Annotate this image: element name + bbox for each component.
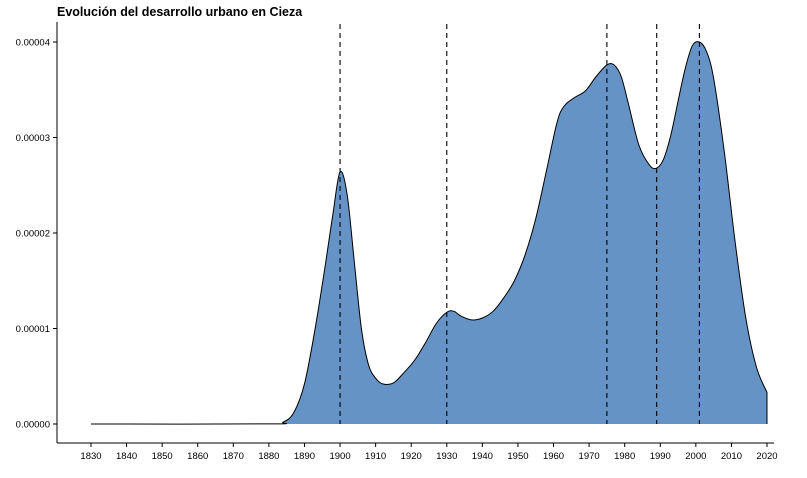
x-tick-label: 2010: [721, 451, 742, 462]
x-tick-label: 1930: [436, 451, 457, 462]
vertical-reference-lines: [339, 24, 700, 424]
y-tick-label: 0.00000: [16, 420, 50, 431]
x-tick-label: 1920: [401, 451, 422, 462]
chart-title: Evolución del desarrollo urbano en Cieza: [57, 5, 303, 19]
x-tick-label: 1960: [543, 451, 564, 462]
x-tick-label: 1980: [614, 451, 635, 462]
x-axis-ticks: 1830 1840 1850 1860 1870 1880 1890 1900 1910 1920…: [80, 443, 778, 462]
x-tick-label: 1950: [507, 451, 528, 462]
y-tick-label: 0.00004: [16, 38, 50, 49]
density-line: [90, 41, 768, 425]
x-tick-label: 1900: [329, 451, 350, 462]
x-tick-label: 1990: [650, 451, 671, 462]
x-tick-label: 1880: [258, 451, 279, 462]
x-tick-label: 2020: [756, 451, 777, 462]
y-axis-ticks: 0.00000 0.00001 0.00002 0.00003 0.00004: [16, 38, 57, 431]
y-tick-label: 0.00002: [16, 229, 50, 240]
y-tick-label: 0.00003: [16, 133, 50, 144]
x-tick-label: 2000: [685, 451, 706, 462]
x-tick-label: 1830: [80, 451, 101, 462]
x-tick-label: 1860: [187, 451, 208, 462]
x-tick-label: 1940: [472, 451, 493, 462]
x-tick-label: 1910: [365, 451, 386, 462]
density-area: [91, 41, 767, 425]
x-tick-label: 1890: [294, 451, 315, 462]
x-tick-label: 1870: [223, 451, 244, 462]
x-tick-label: 1840: [116, 451, 137, 462]
x-tick-label: 1970: [579, 451, 600, 462]
x-tick-label: 1850: [152, 451, 173, 462]
y-tick-label: 0.00001: [16, 324, 50, 335]
